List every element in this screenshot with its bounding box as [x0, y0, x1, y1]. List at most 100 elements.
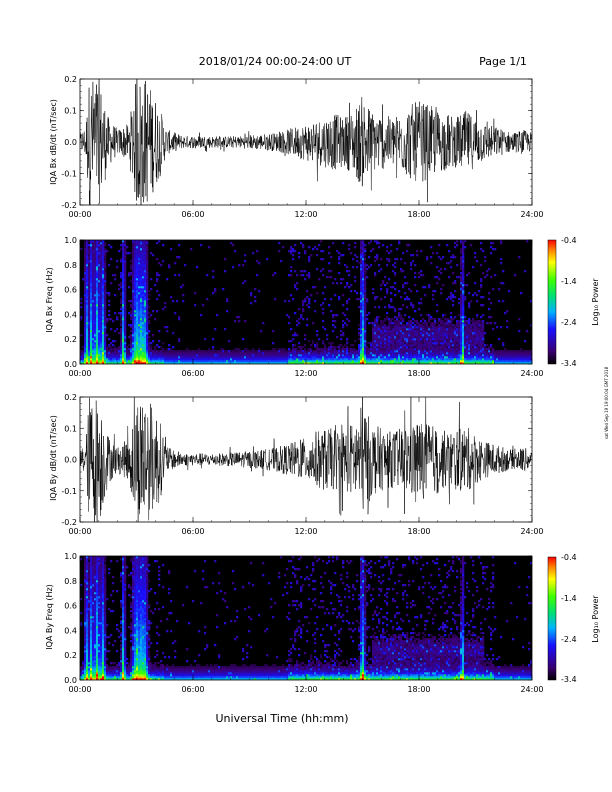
spectrogram-cell — [342, 326, 345, 329]
spectrogram-cell — [162, 362, 165, 364]
spectrogram-cell — [144, 320, 147, 323]
spectrogram-cell — [96, 306, 99, 309]
spectrogram-cell — [102, 254, 105, 257]
spectrogram-cell — [320, 358, 323, 361]
spectrogram-cell — [414, 360, 417, 363]
spectrogram-cell — [470, 344, 473, 347]
spectrogram-cell — [300, 358, 303, 361]
spectrogram-cell — [466, 342, 469, 345]
spectrogram-cell — [380, 328, 383, 331]
spectrogram-cell — [144, 250, 147, 253]
spectrogram-cell — [152, 360, 155, 363]
spectrogram-cell — [132, 354, 135, 357]
spectrogram-cell — [394, 274, 397, 277]
spectrogram-cell — [480, 284, 483, 287]
spectrogram-cell — [244, 356, 247, 359]
spectrogram-cell — [252, 348, 255, 351]
spectrogram-cell — [250, 360, 253, 363]
spectrogram-cell — [86, 304, 89, 307]
spectrogram-cell — [386, 258, 389, 261]
spectrogram-cell — [402, 338, 405, 341]
spectrogram-cell — [456, 320, 459, 323]
spectrogram-cell — [462, 356, 465, 359]
spectrogram-cell — [132, 270, 135, 273]
spectrogram-cell — [420, 320, 423, 323]
spectrogram-cell — [490, 252, 493, 255]
spectrogram-cell — [230, 358, 233, 361]
spectrogram-cell — [336, 350, 339, 353]
spectrogram-cell — [400, 322, 403, 325]
spectrogram-cell — [100, 302, 103, 305]
spectrogram-cell — [98, 288, 101, 291]
spectrogram-cell — [448, 358, 451, 361]
spectrogram-cell — [88, 298, 91, 301]
spectrogram-cell — [286, 314, 289, 317]
ylabel-bx-spectrogram: IQA Bx Freq (Hz) — [45, 267, 54, 333]
spectrogram-cell — [164, 302, 167, 305]
spectrogram-cell — [90, 278, 93, 281]
spectrogram-cell — [460, 358, 463, 361]
spectrogram-cell — [436, 354, 439, 357]
ylabel-by-waveform: IQA By dB/dt (nT/sec) — [49, 415, 58, 501]
spectrogram-cell — [464, 320, 467, 323]
spectrogram-cell — [100, 334, 103, 337]
spectrogram-cell — [132, 338, 135, 341]
spectrogram-cell — [96, 268, 99, 271]
spectrogram-cell — [420, 340, 423, 343]
spectrogram-cell — [462, 330, 465, 333]
spectrogram-cell — [298, 350, 301, 353]
spectrogram-cell — [132, 324, 135, 327]
spectrogram-cell — [110, 362, 113, 364]
spectrogram-cell — [116, 352, 119, 355]
spectrogram-cell — [124, 278, 127, 281]
spectrogram-cell — [470, 356, 473, 359]
spectrogram-cell — [450, 266, 453, 269]
spectrogram-cell — [400, 360, 403, 363]
spectrogram-cell — [488, 292, 491, 295]
spectrogram-cell — [364, 276, 367, 279]
spectrogram-cell — [142, 278, 145, 281]
spectrogram-cell — [308, 258, 311, 261]
spectrogram-cell — [294, 354, 297, 357]
spectrogram-cell — [474, 252, 477, 255]
spectrogram-cell — [374, 240, 377, 243]
spectrogram-cell — [336, 354, 339, 357]
spectrogram-cell — [404, 262, 407, 265]
spectrogram-cell — [146, 342, 149, 345]
spectrogram-cell — [398, 360, 401, 363]
spectrogram-cell — [360, 256, 363, 259]
spectrogram-cell — [272, 352, 275, 355]
spectrogram-cell — [120, 276, 123, 279]
spectrogram-cell — [530, 352, 532, 355]
spectrogram-cell — [412, 340, 415, 343]
spectrogram-cell — [318, 278, 321, 281]
spectrogram-cell — [88, 244, 91, 247]
spectrogram-cell — [122, 254, 125, 257]
spectrogram-cell — [480, 344, 483, 347]
spectrogram-cell — [362, 284, 365, 287]
spectrogram-cell — [180, 362, 183, 364]
spectrogram-cell — [132, 304, 135, 307]
spectrogram-cell — [336, 314, 339, 317]
spectrogram-cell — [106, 352, 109, 355]
spectrogram-cell — [124, 360, 127, 363]
spectrogram-cell — [124, 242, 127, 245]
spectrogram-cell — [434, 360, 437, 363]
spectrogram-cell — [370, 264, 373, 267]
spectrogram-cell — [178, 362, 181, 364]
spectrogram-cell — [134, 324, 137, 327]
spectrogram-cell — [166, 362, 169, 364]
spectrogram-cell — [180, 360, 183, 363]
spectrogram-cell — [504, 354, 507, 357]
spectrogram-cell — [388, 350, 391, 353]
spectrogram-cell — [96, 340, 99, 343]
spectrogram-cell — [138, 280, 141, 283]
spectrogram-cell — [136, 328, 139, 331]
spectrogram-cell — [170, 350, 173, 353]
spectrogram-cell — [420, 346, 423, 349]
spectrogram-cell — [464, 332, 467, 335]
spectrogram-cell — [364, 354, 367, 357]
spectrogram-cell — [428, 344, 431, 347]
spectrogram-cell — [142, 286, 145, 289]
spectrogram-cell — [94, 306, 97, 309]
